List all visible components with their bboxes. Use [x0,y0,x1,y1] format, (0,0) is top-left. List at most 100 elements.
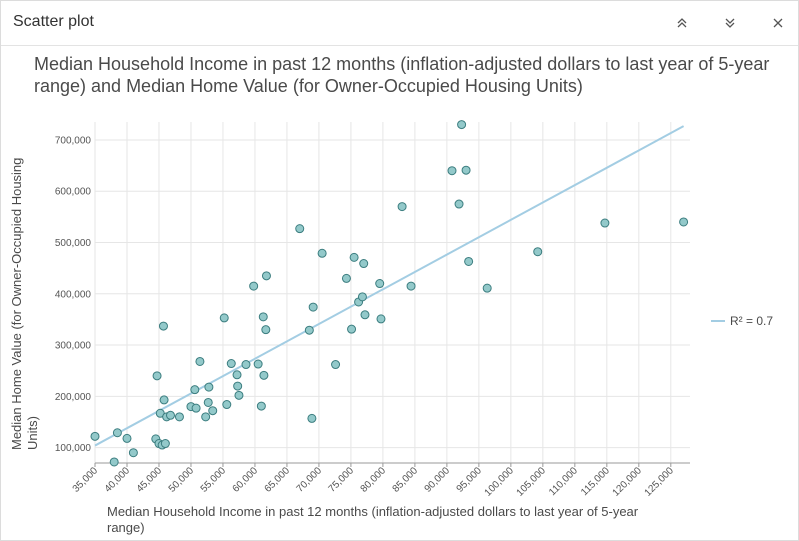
data-point[interactable] [447,166,457,176]
x-tick-label: 60,000 [231,465,261,495]
x-tick-label: 105,000 [515,465,549,499]
y-axis-title-line-2: Units) [25,416,40,450]
y-tick-label: 500,000 [55,238,92,249]
data-point[interactable] [308,302,318,312]
x-tick-label: 50,000 [167,465,197,495]
panel-header: Scatter plot [1,1,798,46]
data-point[interactable] [90,431,100,441]
x-axis-title-line-1: Median Household Income in past 12 month… [107,504,639,519]
data-point[interactable] [195,356,205,366]
y-tick-label: 400,000 [55,289,92,300]
x-axis-ticks: 35,000 40,000 45,000 50,000 55,000 60,000 65,0… [71,463,677,499]
data-point[interactable] [679,217,689,227]
data-point[interactable] [600,218,610,228]
x-tick-label: 90,000 [423,465,453,495]
data-point[interactable] [122,433,132,443]
data-point[interactable] [152,371,162,381]
data-point[interactable] [160,439,170,449]
data-point[interactable] [241,360,251,370]
y-tick-label: 200,000 [55,392,92,403]
data-point[interactable] [226,359,236,369]
data-point[interactable] [261,271,271,281]
data-point[interactable] [190,385,200,395]
x-tick-label: 65,000 [263,465,293,495]
data-point[interactable] [219,313,229,323]
x-tick-label: 35,000 [71,465,101,495]
trendline [94,125,685,447]
data-point[interactable] [234,390,244,400]
data-point[interactable] [109,457,119,467]
data-point[interactable] [259,370,269,380]
x-tick-label: 70,000 [295,465,325,495]
data-point[interactable] [317,248,327,258]
panel-title: Scatter plot [13,13,94,30]
data-point[interactable] [375,279,385,289]
data-point[interactable] [222,400,232,410]
data-point[interactable] [204,382,214,392]
data-point[interactable] [341,273,351,283]
data-point[interactable] [349,252,359,262]
data-point[interactable] [376,314,386,324]
data-point[interactable] [464,256,474,266]
x-axis-title-line-2: range) [107,520,145,535]
data-point[interactable] [201,412,211,422]
x-tick-label: 115,000 [579,465,612,498]
data-point[interactable] [165,410,175,420]
data-point[interactable] [253,359,263,369]
data-point[interactable] [158,321,168,331]
data-point[interactable] [258,312,268,322]
x-tick-label: 100,000 [483,465,517,499]
data-point[interactable] [232,370,242,380]
data-point[interactable] [249,281,259,291]
data-point[interactable] [461,165,471,175]
grid-lines [94,122,690,463]
y-axis-ticks: 100,000 200,000 300,000 400,000 500,000 600,0… [55,135,92,454]
data-point[interactable] [406,281,416,291]
legend-label: R² = 0.7 [730,314,773,328]
data-point[interactable] [331,360,341,370]
close-icon[interactable] [766,11,790,35]
x-tick-label: 95,000 [455,465,485,495]
data-point[interactable] [128,448,138,458]
data-point[interactable] [203,397,213,407]
data-point[interactable] [359,259,369,269]
x-tick-label: 120,000 [611,465,645,499]
data-point[interactable] [159,395,169,405]
chart-title: Median Household Income in past 12 month… [34,54,770,96]
x-tick-label: 125,000 [643,465,677,499]
y-axis-title-line-1: Median Home Value (for Owner-Occupied Ho… [9,158,24,450]
y-tick-label: 700,000 [55,135,92,146]
y-tick-label: 600,000 [55,187,92,198]
data-point[interactable] [174,412,184,422]
data-point[interactable] [191,403,201,413]
data-point[interactable] [533,247,543,257]
data-point[interactable] [233,381,243,391]
data-point[interactable] [256,401,266,411]
y-tick-label: 300,000 [55,341,92,352]
data-point[interactable] [307,413,317,423]
data-point[interactable] [457,120,467,130]
x-tick-label: 85,000 [391,465,421,495]
data-point[interactable] [347,324,357,334]
data-point[interactable] [454,199,464,209]
data-point[interactable] [261,325,271,335]
data-point[interactable] [304,325,314,335]
y-tick-label: 100,000 [55,443,92,454]
data-points [90,120,689,467]
x-tick-label: 110,000 [547,465,580,498]
x-tick-label: 80,000 [359,465,389,495]
data-point[interactable] [482,283,492,293]
chevrons-down-icon[interactable] [718,11,742,35]
data-point[interactable] [360,310,370,320]
x-tick-label: 75,000 [327,465,357,495]
data-point[interactable] [295,224,305,234]
legend[interactable]: R² = 0.7 [711,314,773,328]
x-tick-label: 55,000 [199,465,229,495]
chevrons-up-icon[interactable] [670,11,694,35]
data-point[interactable] [112,428,122,438]
data-point[interactable] [208,406,218,416]
x-tick-label: 45,000 [135,465,165,495]
data-point[interactable] [357,292,367,302]
data-point[interactable] [397,202,407,212]
